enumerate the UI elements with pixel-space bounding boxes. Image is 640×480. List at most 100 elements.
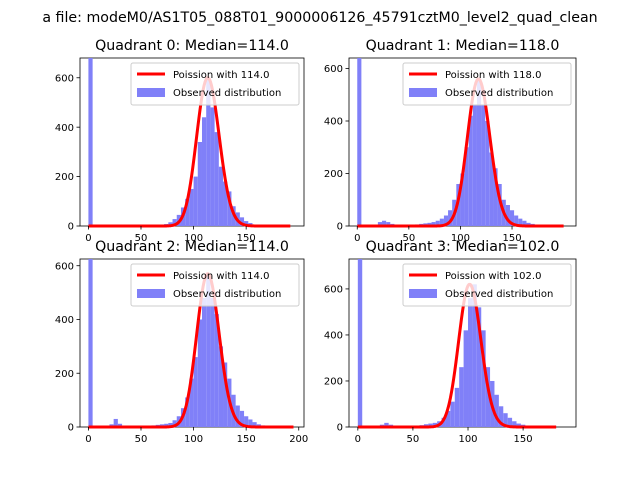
- histogram-bar: [497, 184, 502, 226]
- histogram-bar: [476, 79, 482, 226]
- legend: Poission with 118.0 Observed distributio…: [402, 62, 572, 106]
- histogram-bar: [509, 210, 515, 226]
- histogram-bar: [489, 152, 494, 226]
- legend: Poission with 114.0 Observed distributio…: [130, 62, 300, 106]
- histogram-bar: [463, 330, 469, 427]
- x-tick-label: 150: [502, 233, 521, 244]
- y-tick-label: 400: [324, 331, 343, 342]
- histogram-bar: [206, 77, 211, 226]
- histogram-bar: [239, 410, 245, 427]
- y-tick-label: 0: [68, 222, 74, 233]
- y-tick-label: 400: [55, 315, 74, 326]
- x-tick-label: 0: [85, 434, 91, 445]
- x-tick-label: 50: [135, 434, 148, 445]
- subplot-title: Quadrant 1: Median=118.0: [366, 38, 560, 54]
- histogram-bar: [235, 405, 240, 427]
- histogram-bar: [197, 319, 202, 427]
- y-tick-label: 200: [55, 369, 74, 380]
- histogram-bar: [210, 297, 215, 427]
- histogram-bar: [472, 284, 477, 427]
- y-tick-label: 200: [55, 172, 74, 183]
- y-tick-label: 200: [324, 377, 343, 388]
- plot-area: [356, 58, 565, 228]
- histogram-bar: [206, 273, 211, 427]
- histogram-bar: [386, 222, 391, 226]
- poisson-curve: [357, 282, 557, 429]
- x-tick-label: 50: [402, 233, 415, 244]
- legend-bar-label: Observed distribution: [445, 88, 553, 99]
- y-tick-label: 0: [337, 423, 343, 434]
- subplot-title: Quadrant 3: Median=102.0: [366, 239, 560, 255]
- histogram-bar: [185, 198, 190, 226]
- x-tick-label: 0: [85, 233, 91, 244]
- histogram-bar: [505, 205, 510, 226]
- subplot-quadrant-0: Poission with 114.0 Observed distributio…: [55, 38, 305, 244]
- x-tick-label: 0: [354, 233, 360, 244]
- histogram-bar: [168, 422, 173, 427]
- histogram-bar: [239, 217, 245, 226]
- histogram-bar: [357, 259, 363, 427]
- x-tick-label: 0: [355, 434, 361, 445]
- histogram-bar: [214, 132, 219, 226]
- legend-line-label: Poission with 114.0: [173, 70, 269, 81]
- legend-box: [402, 263, 572, 307]
- histogram-bar: [427, 222, 432, 226]
- histogram-bar: [193, 176, 198, 226]
- x-tick-label: 100: [184, 233, 203, 244]
- histogram-bar: [441, 417, 446, 427]
- poisson-curve: [87, 272, 294, 429]
- legend-bar-label: Observed distribution: [173, 88, 281, 99]
- histogram-bar: [481, 330, 486, 427]
- y-tick-label: 400: [55, 123, 74, 134]
- legend-bar-label: Observed distribution: [445, 289, 553, 300]
- histogram-bar: [493, 168, 498, 226]
- histogram-bar: [201, 117, 207, 226]
- histogram-bar: [439, 218, 444, 226]
- histogram-bar: [450, 401, 455, 427]
- histogram-bar: [428, 423, 433, 427]
- legend-bar-swatch: [137, 88, 165, 97]
- y-tick-label: 600: [55, 73, 74, 84]
- histogram-bar: [498, 406, 504, 427]
- histogram-bar: [518, 218, 523, 226]
- histogram-bar: [382, 220, 387, 226]
- histogram-bar: [485, 121, 490, 226]
- x-tick-label: 50: [135, 233, 148, 244]
- histogram-bar: [494, 394, 499, 427]
- legend-box: [130, 62, 300, 106]
- histogram-bar: [459, 367, 464, 427]
- y-tick-label: 200: [324, 169, 343, 180]
- y-tick-label: 600: [324, 64, 343, 75]
- subplot-quadrant-3: Poission with 102.0 Observed distributio…: [324, 239, 577, 445]
- legend-bar-label: Observed distribution: [173, 289, 281, 300]
- subplot-quadrant-2: Poission with 114.0 Observed distributio…: [55, 239, 308, 445]
- legend-box: [130, 263, 300, 307]
- histogram-bar: [476, 307, 482, 427]
- histogram-bar: [164, 423, 169, 427]
- histogram-bar: [431, 222, 436, 226]
- histogram-bar: [185, 397, 190, 427]
- histogram-bar: [218, 166, 224, 226]
- legend-bar-swatch: [137, 289, 165, 298]
- y-tick-label: 400: [324, 117, 343, 128]
- histogram-bar: [117, 423, 123, 427]
- subplot-title: Quadrant 0: Median=114.0: [95, 38, 289, 54]
- histogram-bar: [210, 107, 215, 226]
- histogram-bar: [113, 418, 118, 427]
- histogram-bar: [468, 115, 473, 226]
- histogram-bar: [384, 422, 389, 427]
- histogram-bar: [88, 259, 93, 427]
- histogram-bar: [448, 210, 453, 226]
- histogram-bar: [218, 346, 224, 427]
- histogram-bar: [445, 410, 451, 427]
- histogram-bar: [460, 173, 465, 226]
- y-tick-label: 600: [324, 285, 343, 296]
- y-tick-label: 600: [55, 261, 74, 272]
- legend-box: [402, 62, 572, 106]
- histogram-bar: [485, 367, 491, 427]
- poisson-curve: [356, 77, 565, 228]
- histogram-bar: [244, 416, 249, 427]
- x-tick-label: 100: [451, 233, 470, 244]
- histogram-bar: [197, 142, 202, 226]
- x-tick-label: 150: [514, 434, 533, 445]
